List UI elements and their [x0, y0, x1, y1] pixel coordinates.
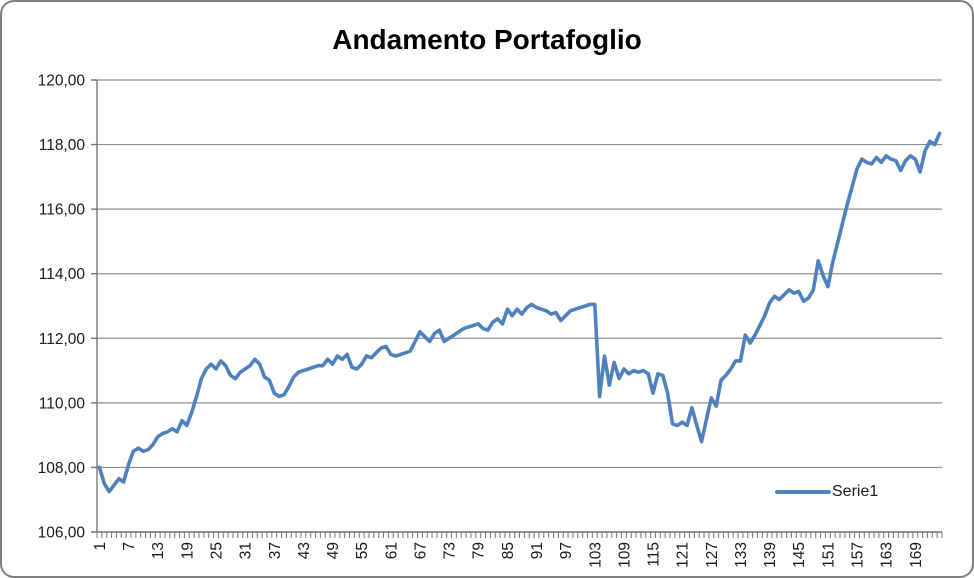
x-tick-label: 13 [150, 542, 167, 559]
x-tick-label: 157 [850, 542, 867, 568]
legend[interactable]: Serie1 [775, 483, 878, 501]
y-tick-label: 106,00 [38, 525, 86, 542]
x-tick-label: 103 [587, 542, 604, 568]
x-tick-label: 133 [733, 542, 750, 568]
x-tick-label: 1 [92, 542, 109, 551]
x-tick-label: 25 [208, 542, 225, 559]
x-tick-label: 55 [354, 542, 371, 559]
x-tick-label: 109 [616, 542, 633, 568]
x-tick-label: 7 [121, 542, 138, 551]
x-tick-label: 97 [558, 542, 575, 559]
gridlines [97, 79, 942, 533]
x-tick-label: 67 [412, 542, 429, 559]
x-tick-label: 73 [442, 542, 459, 559]
y-tick-label: 120,00 [38, 73, 86, 90]
x-axis[interactable]: 1 7 13 19 25 31 37 43 49 55 61 67 73 79 85 91 97 103 109 11… [92, 531, 943, 568]
legend-line-sample-icon [775, 490, 831, 494]
x-tick-label: 169 [908, 542, 925, 568]
x-tick-label: 163 [879, 542, 896, 568]
y-tick-label: 116,00 [39, 202, 86, 219]
x-tick-label: 43 [296, 542, 313, 559]
x-tick-label: 37 [267, 542, 284, 559]
x-tick-label: 19 [179, 542, 196, 559]
y-tick-label: 110,00 [39, 395, 86, 412]
series-serie1-line[interactable] [97, 131, 942, 494]
x-tick-label: 139 [762, 542, 779, 568]
chart-title[interactable]: Andamento Portafoglio [332, 24, 642, 55]
x-tick-label: 61 [383, 542, 400, 559]
x-tick-label: 121 [675, 542, 692, 568]
x-tick-label: 85 [500, 542, 517, 559]
x-tick-label: 79 [471, 542, 488, 559]
y-tick-label: 112,00 [39, 331, 86, 348]
x-tick-label: 151 [820, 542, 837, 568]
x-tick-label: 115 [646, 542, 663, 567]
y-tick-label: 118,00 [39, 137, 86, 154]
x-tick-label: 145 [791, 542, 808, 568]
x-tick-label: 31 [238, 542, 255, 559]
y-axis[interactable]: 106,00 108,00 110,00 112,00 114,00 116,00 118,… [38, 73, 98, 542]
x-tick-label: 49 [325, 542, 342, 559]
legend-series-label: Serie1 [832, 483, 879, 500]
y-tick-label: 114,00 [39, 266, 86, 283]
x-tick-label: 127 [704, 542, 721, 568]
y-tick-label: 108,00 [38, 460, 86, 477]
x-tick-label: 91 [529, 542, 546, 559]
